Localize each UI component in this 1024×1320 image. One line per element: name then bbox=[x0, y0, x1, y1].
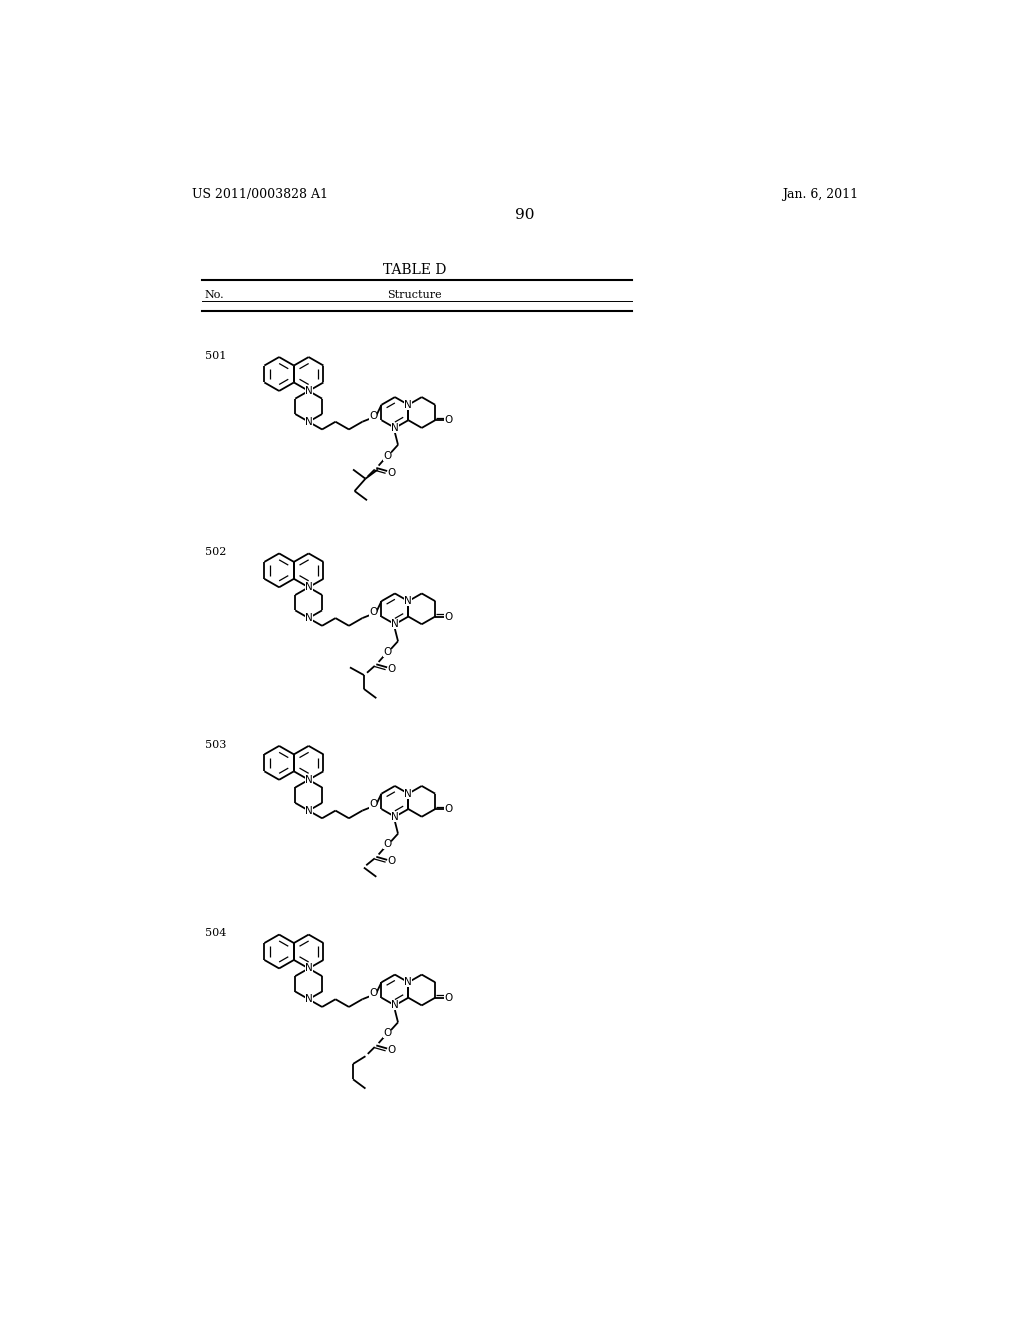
Text: N: N bbox=[404, 400, 413, 409]
Text: 503: 503 bbox=[205, 739, 226, 750]
Text: O: O bbox=[383, 450, 391, 461]
Text: O: O bbox=[444, 804, 453, 814]
Text: 502: 502 bbox=[205, 548, 226, 557]
Text: N: N bbox=[305, 385, 312, 396]
Text: 504: 504 bbox=[205, 928, 226, 939]
Text: N: N bbox=[391, 422, 398, 433]
Text: N: N bbox=[404, 788, 413, 799]
Text: N: N bbox=[404, 977, 413, 987]
Text: N: N bbox=[305, 805, 312, 816]
Text: US 2011/0003828 A1: US 2011/0003828 A1 bbox=[191, 187, 328, 201]
Text: 90: 90 bbox=[515, 207, 535, 222]
Text: Jan. 6, 2011: Jan. 6, 2011 bbox=[782, 187, 858, 201]
Text: O: O bbox=[388, 664, 396, 675]
Text: N: N bbox=[305, 417, 312, 426]
Text: N: N bbox=[305, 994, 312, 1005]
Text: N: N bbox=[391, 619, 398, 630]
Text: O: O bbox=[369, 989, 377, 998]
Text: TABLE D: TABLE D bbox=[383, 263, 446, 277]
Text: 501: 501 bbox=[205, 351, 226, 360]
Text: N: N bbox=[305, 612, 312, 623]
Text: O: O bbox=[444, 416, 453, 425]
Text: N: N bbox=[305, 582, 312, 593]
Text: O: O bbox=[383, 647, 391, 657]
Text: N: N bbox=[404, 597, 413, 606]
Text: O: O bbox=[369, 607, 377, 616]
Text: O: O bbox=[369, 800, 377, 809]
Text: O: O bbox=[388, 1045, 396, 1055]
Text: O: O bbox=[388, 467, 396, 478]
Text: O: O bbox=[444, 611, 453, 622]
Text: O: O bbox=[369, 411, 377, 421]
Text: N: N bbox=[391, 812, 398, 822]
Text: O: O bbox=[444, 993, 453, 1003]
Text: O: O bbox=[388, 857, 396, 866]
Text: N: N bbox=[305, 775, 312, 785]
Text: O: O bbox=[383, 840, 391, 850]
Text: No.: No. bbox=[205, 290, 224, 301]
Text: Structure: Structure bbox=[387, 290, 442, 301]
Text: N: N bbox=[391, 1001, 398, 1010]
Text: N: N bbox=[305, 964, 312, 973]
Text: O: O bbox=[383, 1028, 391, 1038]
